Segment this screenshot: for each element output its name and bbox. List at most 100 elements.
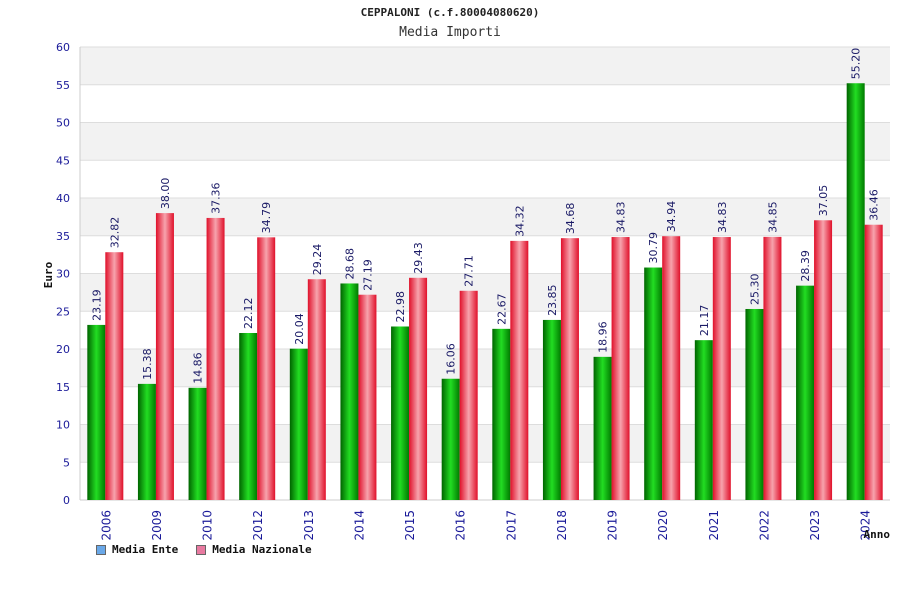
y-tick-label: 0 bbox=[63, 494, 70, 507]
data-label: 29.43 bbox=[412, 242, 425, 274]
data-label: 16.06 bbox=[445, 343, 458, 375]
bar-media-nazionale bbox=[814, 220, 833, 500]
x-tick-label: 2023 bbox=[808, 510, 822, 541]
data-label: 22.12 bbox=[242, 297, 255, 329]
y-tick-label: 50 bbox=[56, 117, 70, 130]
legend-label-nazionale: Media Nazionale bbox=[212, 543, 312, 556]
x-tick-label: 2015 bbox=[403, 510, 417, 541]
x-tick-label: 2014 bbox=[352, 510, 366, 541]
data-label: 37.36 bbox=[210, 182, 223, 214]
y-tick-label: 35 bbox=[56, 230, 70, 243]
data-label: 20.04 bbox=[293, 313, 306, 345]
data-label: 34.32 bbox=[513, 205, 526, 237]
data-label: 36.46 bbox=[868, 189, 881, 221]
data-label: 28.68 bbox=[343, 248, 356, 280]
grid-band bbox=[80, 160, 890, 198]
legend-swatch-ente bbox=[96, 544, 106, 555]
data-label: 23.85 bbox=[546, 284, 559, 316]
data-label: 37.05 bbox=[817, 185, 830, 217]
x-tick-label: 2012 bbox=[251, 510, 265, 541]
legend-swatch-nazionale bbox=[196, 544, 207, 555]
bar-media-nazionale bbox=[712, 237, 731, 500]
y-tick-label: 15 bbox=[56, 381, 70, 394]
x-axis-label: Anno bbox=[864, 528, 891, 541]
bar-media-ente bbox=[644, 267, 663, 500]
bar-media-ente bbox=[796, 285, 815, 500]
grid-band bbox=[80, 47, 890, 85]
data-label: 34.94 bbox=[665, 201, 678, 233]
x-tick-label: 2006 bbox=[99, 510, 113, 541]
bar-media-nazionale bbox=[105, 252, 124, 500]
bar-media-ente bbox=[846, 83, 865, 501]
x-tick-label: 2016 bbox=[454, 510, 468, 541]
bar-media-ente bbox=[593, 356, 612, 500]
bar-media-ente bbox=[289, 348, 308, 500]
x-tick-label: 2020 bbox=[656, 510, 670, 541]
bar-media-ente bbox=[492, 328, 511, 500]
bar-media-ente bbox=[87, 324, 106, 500]
bar-media-ente bbox=[441, 378, 460, 500]
bar-media-ente bbox=[340, 283, 359, 500]
chart-title: CEPPALONI (c.f.80004080620) bbox=[360, 6, 540, 19]
legend-item-nazionale: Media Nazionale bbox=[196, 543, 312, 556]
data-label: 25.30 bbox=[748, 273, 761, 305]
y-tick-label: 30 bbox=[56, 268, 70, 281]
bar-media-nazionale bbox=[206, 217, 225, 500]
bar-media-nazionale bbox=[307, 279, 326, 500]
chart-subtitle: Media Importi bbox=[399, 25, 501, 40]
data-label: 14.86 bbox=[192, 352, 205, 384]
x-tick-label: 2009 bbox=[150, 510, 164, 541]
data-label: 30.79 bbox=[647, 232, 660, 264]
y-tick-label: 10 bbox=[56, 419, 70, 432]
bar-media-ente bbox=[137, 383, 156, 500]
bar-media-ente bbox=[188, 387, 207, 500]
bar-media-ente bbox=[239, 332, 258, 500]
x-tick-label: 2024 bbox=[859, 510, 873, 541]
data-label: 34.68 bbox=[564, 203, 577, 235]
data-label: 27.71 bbox=[463, 255, 476, 287]
bar-media-nazionale bbox=[510, 240, 529, 500]
bar-media-nazionale bbox=[611, 237, 630, 500]
bar-media-nazionale bbox=[358, 294, 377, 500]
bar-media-ente bbox=[391, 326, 410, 500]
y-tick-label: 45 bbox=[56, 154, 70, 167]
data-label: 27.19 bbox=[361, 259, 374, 291]
bar-media-ente bbox=[694, 340, 713, 500]
data-label: 38.00 bbox=[159, 178, 172, 210]
x-tick-label: 2022 bbox=[757, 510, 771, 541]
legend: Media Ente Media Nazionale bbox=[96, 543, 312, 556]
bar-media-nazionale bbox=[560, 238, 579, 500]
data-label: 55.20 bbox=[850, 48, 863, 80]
data-label: 34.83 bbox=[615, 202, 628, 234]
grid-band bbox=[80, 84, 890, 123]
legend-item-ente: Media Ente bbox=[96, 543, 178, 556]
bar-media-nazionale bbox=[257, 237, 276, 500]
data-label: 32.82 bbox=[108, 217, 121, 249]
bar-media-ente bbox=[745, 308, 764, 500]
data-label: 34.79 bbox=[260, 202, 273, 234]
x-tick-label: 2013 bbox=[302, 510, 316, 541]
data-label: 29.24 bbox=[311, 244, 324, 276]
data-label: 21.17 bbox=[698, 305, 711, 337]
data-label: 34.83 bbox=[716, 202, 729, 234]
y-tick-label: 25 bbox=[56, 305, 70, 318]
bar-media-nazionale bbox=[409, 277, 428, 500]
data-label: 18.96 bbox=[597, 321, 610, 353]
bar-media-nazionale bbox=[662, 236, 681, 500]
data-label: 34.85 bbox=[766, 201, 779, 233]
data-label: 22.67 bbox=[495, 293, 508, 325]
x-tick-label: 2021 bbox=[707, 510, 721, 541]
data-label: 15.38 bbox=[141, 348, 154, 380]
data-label: 28.39 bbox=[799, 250, 812, 282]
x-tick-label: 2018 bbox=[555, 510, 569, 541]
x-tick-label: 2010 bbox=[201, 510, 215, 541]
y-tick-label: 55 bbox=[56, 79, 70, 92]
data-label: 22.98 bbox=[394, 291, 407, 323]
legend-label-ente: Media Ente bbox=[112, 543, 179, 556]
bar-media-ente bbox=[542, 319, 561, 500]
y-tick-label: 5 bbox=[63, 456, 70, 469]
x-tick-label: 2019 bbox=[606, 510, 620, 541]
x-tick-label: 2017 bbox=[504, 510, 518, 541]
bar-media-nazionale bbox=[864, 224, 883, 501]
